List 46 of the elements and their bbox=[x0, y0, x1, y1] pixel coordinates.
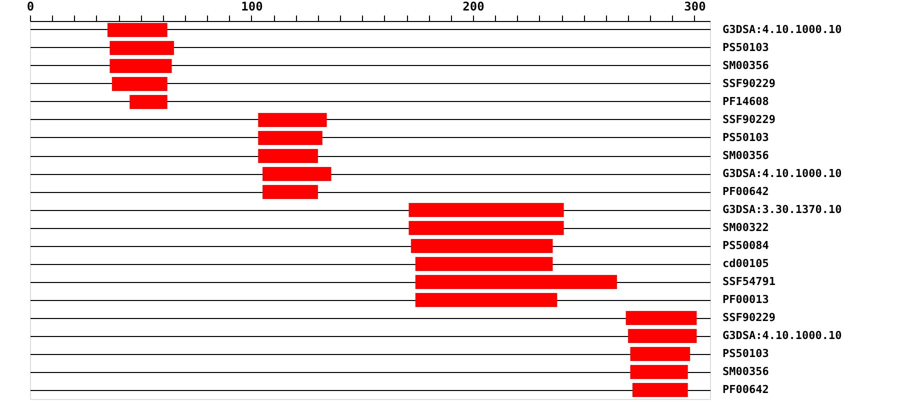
y-tick-label: G3DSA:3.30.1370.10 bbox=[722, 203, 842, 216]
bar bbox=[262, 166, 332, 182]
y-tick-label: cd00105 bbox=[722, 257, 769, 270]
bar bbox=[626, 310, 697, 326]
bar bbox=[415, 256, 553, 272]
y-tick-label: SM00356 bbox=[722, 59, 770, 72]
y-tick-label: SSF54791 bbox=[722, 275, 776, 288]
y-tick-label: G3DSA:4.10.1000.10 bbox=[722, 329, 842, 342]
bar bbox=[258, 130, 322, 146]
y-tick-label: SSF90229 bbox=[722, 113, 776, 126]
x-tick-label: 300 bbox=[684, 0, 706, 14]
bar bbox=[415, 274, 617, 290]
bar bbox=[628, 328, 697, 344]
y-tick-label: PS50103 bbox=[722, 347, 769, 360]
y-tick-label: SSF90229 bbox=[722, 77, 776, 90]
bar bbox=[408, 202, 564, 218]
bar bbox=[130, 94, 168, 110]
bar bbox=[632, 382, 688, 398]
bar bbox=[112, 76, 168, 92]
bar bbox=[108, 22, 168, 38]
y-tick-label: SM00322 bbox=[722, 221, 769, 234]
x-tick-label: 200 bbox=[462, 0, 484, 14]
bar bbox=[410, 238, 553, 254]
y-tick-label: G3DSA:4.10.1000.10 bbox=[722, 23, 842, 36]
y-tick-label: G3DSA:4.10.1000.10 bbox=[722, 167, 842, 180]
bar bbox=[262, 184, 318, 200]
bar bbox=[110, 40, 174, 56]
bar bbox=[258, 148, 318, 164]
y-tick-label: PF00642 bbox=[722, 383, 769, 396]
bar bbox=[630, 364, 688, 380]
bar bbox=[110, 58, 172, 74]
y-tick-label: PF00013 bbox=[722, 293, 769, 306]
y-tick-label: PS50103 bbox=[722, 41, 769, 54]
x-tick-label: 100 bbox=[241, 0, 263, 14]
y-tick-label: PF14608 bbox=[722, 95, 769, 108]
y-tick-label: PS50084 bbox=[722, 239, 770, 252]
bar bbox=[415, 292, 558, 308]
bar bbox=[408, 220, 564, 236]
x-tick-label: 0 bbox=[26, 0, 34, 14]
y-tick-label: SM00356 bbox=[722, 365, 770, 378]
y-tick-label: PS50103 bbox=[722, 131, 769, 144]
y-tick-label: SM00356 bbox=[722, 149, 770, 162]
y-tick-label: PF00642 bbox=[722, 185, 769, 198]
bar bbox=[258, 112, 327, 128]
bar bbox=[630, 346, 690, 362]
y-tick-label: SSF90229 bbox=[722, 311, 776, 324]
